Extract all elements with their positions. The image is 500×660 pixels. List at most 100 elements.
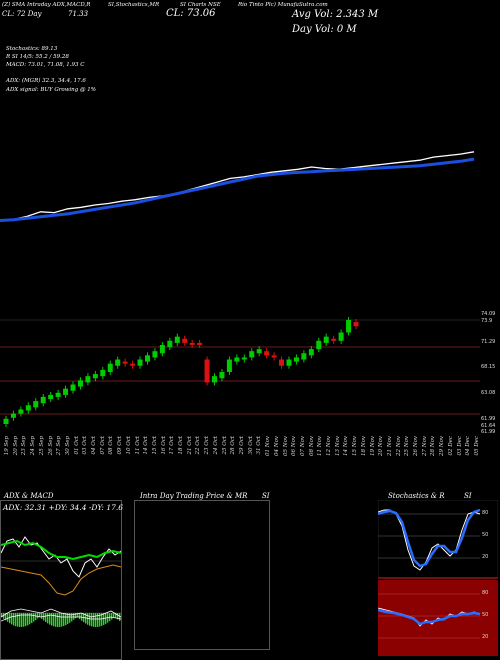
macd-bar: [53, 613, 55, 627]
macd-bar: [101, 613, 103, 626]
candle: [115, 359, 121, 366]
date-label: 25 Sep: [38, 436, 45, 456]
macd-bar: [13, 613, 15, 626]
macd-bar: [39, 613, 41, 618]
macd-bar: [117, 613, 119, 620]
candle-group: [3, 317, 359, 427]
date-label: 02 Dec: [447, 436, 454, 456]
date-label: 27 Nov: [421, 436, 428, 456]
date-label: 25 Nov: [404, 436, 411, 456]
macd-bar: [103, 613, 105, 625]
candle: [249, 351, 255, 358]
candle: [85, 376, 91, 383]
date-label: 25 Oct: [221, 436, 228, 455]
adx-indicator: ADX: (MGR) 32.3, 34.4, 17.6: [6, 78, 86, 84]
macd-bar: [61, 613, 63, 627]
macd-bar: [41, 613, 43, 619]
candle: [92, 374, 98, 379]
date-label: 12 Nov: [326, 436, 333, 456]
date-label: 09 Oct: [117, 436, 124, 455]
rsi-level-20: 20: [482, 634, 489, 640]
macd-bar: [57, 613, 59, 627]
price-label-6: 61.99: [481, 416, 496, 422]
macd-bar: [47, 613, 49, 624]
date-label: 07 Oct: [99, 436, 106, 455]
candle: [189, 342, 195, 345]
date-label: 15 Oct: [151, 436, 158, 455]
date-label: 20 Sep: [12, 436, 19, 456]
date-label: 30 Sep: [64, 436, 71, 456]
date-label: 23 Oct: [204, 436, 211, 455]
macd-bar: [29, 613, 31, 625]
macd-indicator: MACD: 73.01, 71.08, 1.93 C: [6, 62, 85, 68]
price-label-7: 61.64: [481, 423, 496, 429]
date-label: 21 Nov: [386, 436, 393, 456]
price-label-4: 68.15: [481, 364, 496, 370]
date-label: 01 Oct: [73, 436, 80, 455]
rsi-level-80: 80: [482, 590, 489, 596]
macd-bar: [17, 613, 19, 627]
macd-bar: [75, 613, 77, 619]
stoch-indicator: Stochastics: 89.13: [6, 46, 58, 52]
candle: [137, 359, 143, 366]
date-label: 20 Nov: [378, 436, 385, 456]
header-company: Rio Tinto Plc) MunafaSutra.com: [238, 2, 328, 8]
candle: [234, 357, 240, 362]
date-label: 08 Nov: [308, 436, 315, 456]
candle: [197, 342, 203, 345]
candle: [100, 369, 106, 377]
candle: [182, 338, 188, 343]
candle: [279, 359, 285, 366]
macd-bar: [115, 613, 117, 618]
date-label: 31 Oct: [256, 436, 263, 455]
date-label: 11 Nov: [317, 436, 324, 456]
date-label: 14 Oct: [143, 436, 150, 455]
macd-bar: [31, 613, 33, 623]
candle: [48, 394, 54, 400]
macd-bar: [49, 613, 51, 625]
header-line1: (Z) SMA Intraday ADX,MACD,R: [2, 2, 90, 8]
price-label-8: 61.99: [481, 429, 496, 435]
date-label: 23 Sep: [21, 436, 28, 456]
macd-bar: [37, 613, 39, 619]
close-price-label: CL: 73.06: [166, 8, 216, 19]
date-label: 22 Nov: [395, 436, 402, 456]
macd-bar: [73, 613, 75, 620]
stoch-level-50: 50: [482, 532, 489, 538]
price-label-5: 63.08: [481, 390, 496, 396]
date-label: 05 Dec: [474, 436, 480, 456]
candle: [159, 344, 165, 354]
date-label: 07 Nov: [299, 436, 306, 456]
macd-bar: [51, 613, 53, 626]
macd-bar: [19, 613, 21, 627]
date-label: 03 Oct: [82, 436, 89, 455]
date-label: 26 Sep: [47, 436, 54, 456]
candle: [18, 409, 24, 414]
candle: [212, 376, 218, 383]
stoch-panel-title: Stochastics & R: [388, 492, 445, 500]
macd-bar: [25, 613, 27, 627]
macd-bar: [9, 613, 11, 624]
candle: [55, 392, 61, 397]
date-label: 19 Sep: [4, 436, 10, 456]
candle: [301, 353, 307, 360]
date-label: 30 Oct: [247, 436, 254, 455]
candle: [256, 349, 262, 354]
macd-bar: [89, 613, 91, 626]
price-label-3: 71.29: [481, 339, 496, 345]
macd-bar: [65, 613, 67, 626]
date-label: 04 Nov: [273, 436, 280, 456]
header-code: (Z): [2, 2, 12, 8]
macd-bar: [69, 613, 71, 623]
macd-bar: [97, 613, 99, 627]
stoch-rsi-panel: 80 50 20 80 50 20: [378, 500, 498, 656]
candle: [130, 363, 136, 366]
macd-bar: [113, 613, 115, 618]
macd-bar: [7, 613, 9, 622]
macd-bar: [55, 613, 57, 627]
date-label: 14 Nov: [343, 436, 350, 456]
candle: [122, 361, 128, 364]
date-label: 18 Oct: [178, 436, 185, 455]
macd-bar: [77, 613, 79, 618]
